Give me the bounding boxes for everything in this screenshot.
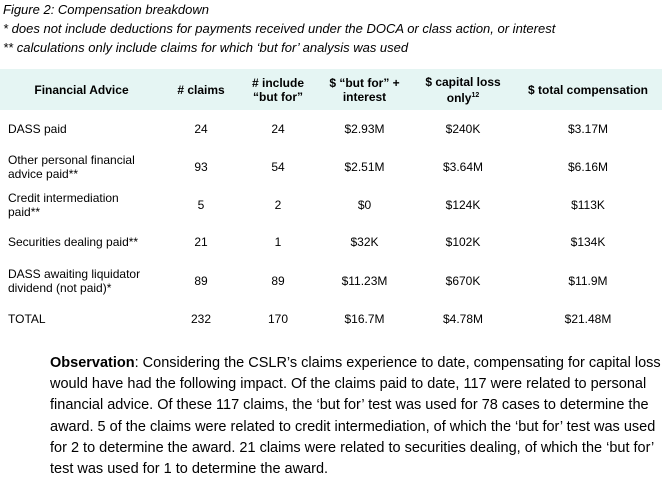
table-row: DASS paid 24 24 $2.93M $240K $3.17M xyxy=(0,110,662,147)
cell-but-for-interest: $2.93M xyxy=(344,121,385,136)
cell-but-for-interest: $11.23M xyxy=(341,274,388,288)
header-but-for-interest-line2: interest xyxy=(342,89,387,104)
cell-capital-loss: $3.64M xyxy=(442,159,484,174)
table-row: DASS awaiting liquidator dividend (not pa… xyxy=(0,261,662,301)
footnote-doca: * does not include deductions for paymen… xyxy=(3,21,556,36)
row-label-line2: dividend (not paid)* xyxy=(8,281,112,295)
cell-total-compensation: $113K xyxy=(571,197,605,212)
cell-include-but-for: 170 xyxy=(267,312,289,326)
observation-paragraph: Observation: Considering the CSLR’s clai… xyxy=(50,353,669,480)
cell-claims: 93 xyxy=(194,159,208,174)
cell-capital-loss: $670K xyxy=(445,274,481,288)
cell-capital-loss: $4.78M xyxy=(442,312,484,326)
row-label-line1: DASS paid xyxy=(8,121,67,136)
row-label: Securities dealing paid** xyxy=(0,223,163,261)
footnote-ref-12: 12 xyxy=(471,91,480,99)
cell-total-compensation: $3.17M xyxy=(567,121,609,136)
header-capital-loss-line1: $ capital loss xyxy=(425,74,501,89)
cell-total-compensation: $11.9M xyxy=(568,274,608,288)
header-but-for-interest-line1: $ “but for” + xyxy=(329,75,400,90)
row-label: Other personal financial advice paid** xyxy=(0,147,163,186)
header-include-but-for-line2: “but for” xyxy=(253,89,303,104)
cell-include-but-for: 1 xyxy=(274,235,282,249)
row-label-line2: advice paid** xyxy=(8,166,79,181)
cell-claims: 21 xyxy=(194,235,208,249)
table-row: Securities dealing paid** 21 1 $32K $102… xyxy=(0,223,662,261)
cell-total-compensation: $21.48M xyxy=(564,312,612,326)
row-label: Credit intermediation paid** xyxy=(0,186,163,223)
header-financial-advice: Financial Advice xyxy=(34,82,129,97)
header-include-but-for-line1: # include xyxy=(251,75,304,90)
header-total-compensation: $ total compensation xyxy=(527,82,649,97)
cell-include-but-for: 24 xyxy=(271,121,285,136)
row-label-line1: Securities dealing paid** xyxy=(8,235,139,249)
table-header-row: Financial Advice # claims # include “but… xyxy=(0,69,662,110)
table-row: Other personal financial advice paid** 93… xyxy=(0,147,662,186)
row-label-line1: DASS awaiting liquidator xyxy=(8,267,141,281)
header-capital-loss: $ capital loss only12 xyxy=(412,69,514,110)
cell-capital-loss: $102K xyxy=(445,235,481,249)
cell-include-but-for: 89 xyxy=(271,274,285,288)
cell-include-but-for: 2 xyxy=(274,197,282,212)
header-claims: # claims xyxy=(177,82,225,97)
cell-total-compensation: $134K xyxy=(570,235,606,249)
figure-title: Figure 2: Compensation breakdown xyxy=(3,2,209,17)
compensation-table: Financial Advice # claims # include “but… xyxy=(0,69,662,337)
cell-claims: 5 xyxy=(197,197,205,212)
footnote-but-for: ** calculations only include claims for … xyxy=(3,40,409,55)
cell-claims: 89 xyxy=(194,274,208,288)
observation-heading: Observation xyxy=(50,355,135,371)
cell-claims: 24 xyxy=(194,121,208,136)
header-but-for-interest: $ “but for” + interest xyxy=(317,69,412,110)
row-label: DASS paid xyxy=(0,110,163,147)
observation-text: : Considering the CSLR’s claims experien… xyxy=(50,355,661,478)
table-row-total: TOTAL 232 170 $16.7M $4.78M $21.48M xyxy=(0,301,662,337)
cell-claims: 232 xyxy=(190,312,212,326)
cell-but-for-interest: $2.51M xyxy=(344,159,385,174)
row-label-line2: paid** xyxy=(8,204,41,219)
row-label-line1: TOTAL xyxy=(8,312,46,326)
cell-include-but-for: 54 xyxy=(271,159,285,174)
row-label: DASS awaiting liquidator dividend (not pa… xyxy=(0,261,163,301)
header-include-but-for: # include “but for” xyxy=(239,69,317,110)
header-capital-loss-line2: only xyxy=(446,90,472,105)
row-label-line1: Other personal financial xyxy=(8,152,135,167)
cell-total-compensation: $6.16M xyxy=(567,159,609,174)
cell-but-for-interest: $0 xyxy=(357,197,372,212)
table-row: Credit intermediation paid** 5 2 $0 $124K… xyxy=(0,186,662,223)
cell-capital-loss: $240K xyxy=(445,121,481,136)
row-label-line1: Credit intermediation xyxy=(8,190,119,205)
figure-caption: Figure 2: Compensation breakdown * does … xyxy=(3,0,663,57)
cell-but-for-interest: $32K xyxy=(350,235,379,249)
cell-capital-loss: $124K xyxy=(445,197,481,212)
row-label: TOTAL xyxy=(0,301,163,337)
cell-but-for-interest: $16.7M xyxy=(344,312,385,326)
